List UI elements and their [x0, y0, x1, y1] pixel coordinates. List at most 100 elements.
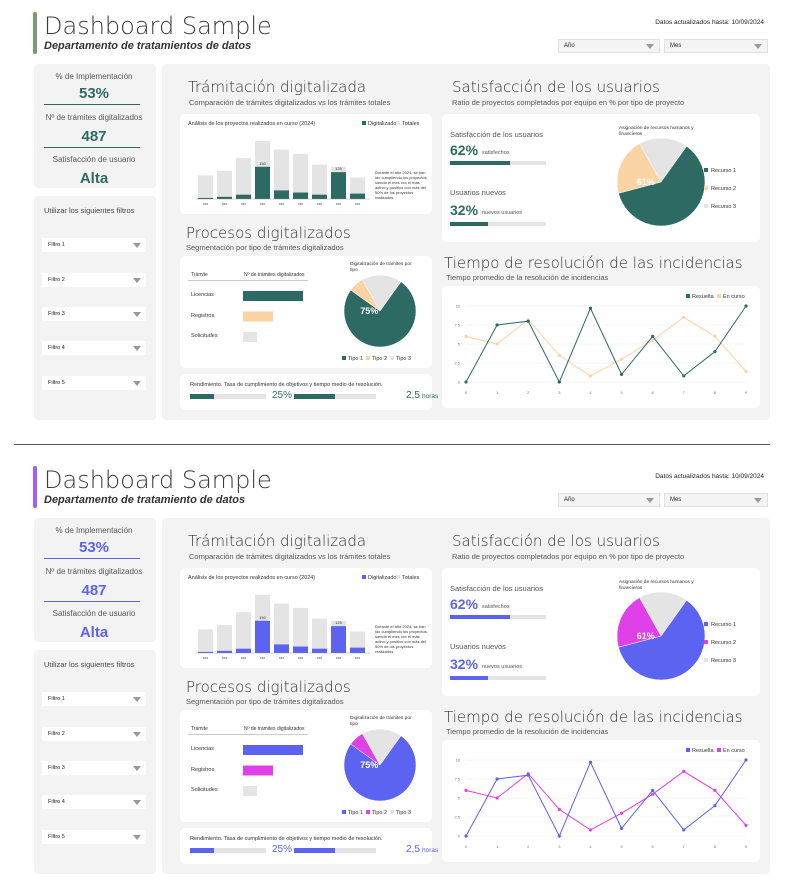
hbar-licencias	[243, 745, 303, 755]
bar-total	[217, 171, 232, 199]
x-tick-label: 9	[745, 390, 748, 395]
y-tick-label: 7.5	[454, 323, 460, 328]
legend-recurso-2: Recurso 2	[704, 640, 736, 646]
y-tick-label: 2.5	[454, 361, 460, 366]
rendimiento-bar-1-fill	[190, 848, 215, 853]
filter-5-select[interactable]: Filtro 5	[42, 376, 146, 390]
satisfaccion-title: Satisfacción de los usuarios	[452, 532, 660, 550]
filter-1-select[interactable]: Filtro 1	[42, 238, 146, 252]
bar-digitalizados	[236, 194, 251, 199]
year-select[interactable]: Año	[558, 39, 660, 53]
pie-slice-recurso-3	[639, 137, 687, 183]
rendimiento-bar-1-track	[190, 848, 266, 853]
section-divider	[14, 444, 770, 445]
month-select[interactable]: Mes	[664, 493, 768, 507]
satisfaccion-subtitle: Ratio de proyectos completados por equip…	[452, 552, 685, 561]
data-point	[651, 338, 655, 342]
data-label: 150	[259, 615, 266, 620]
legend-label: En curso	[723, 748, 745, 754]
bar-total	[274, 149, 289, 199]
bar-digitalizados	[198, 197, 213, 199]
filter-2-select[interactable]: Filtro 2	[42, 273, 146, 287]
row-label-licencias: Licencias	[191, 292, 214, 298]
pie-slice-tipo-1	[343, 735, 417, 802]
legend-digitalizados: Digitalizados	[362, 575, 399, 581]
x-tick-label: xxx	[222, 656, 228, 660]
data-point	[713, 788, 717, 792]
x-tick-label: xxx	[203, 202, 209, 206]
rendimiento-card: Rendimiento. Tasa de cumplimiento de obj…	[180, 374, 438, 410]
x-tick-label: 4	[589, 390, 592, 395]
x-tick-label: 8	[714, 844, 717, 849]
filter-1-select[interactable]: Filtro 1	[42, 692, 146, 706]
kpi-value: Alta	[79, 170, 109, 187]
legend-label: Totales	[402, 575, 420, 581]
series-line-resuelta	[465, 305, 747, 384]
x-tick-label: xxx	[203, 656, 209, 660]
x-tick-label: 7	[683, 390, 686, 395]
chevron-down-icon	[133, 278, 141, 283]
legend-label: Totales	[402, 121, 420, 127]
legend-digitalizados: Digitalizados	[362, 121, 399, 127]
chevron-down-icon	[133, 766, 141, 771]
kpi-value: 487	[81, 128, 107, 145]
data-point	[495, 796, 499, 800]
legend-label: Digitalizados	[368, 121, 400, 127]
bar-digitalizados	[350, 193, 365, 199]
data-point	[651, 788, 655, 792]
data-point	[464, 834, 468, 838]
rendimiento-pct: 25%	[272, 844, 293, 855]
filter-3-select[interactable]: Filtro 3	[42, 307, 146, 321]
data-updated-label: Datos actualizados hasta: 10/09/2024	[655, 19, 764, 26]
chevron-down-icon	[754, 44, 762, 49]
kpi-divider	[44, 601, 140, 602]
title-accent-bar	[33, 12, 37, 54]
data-point	[557, 834, 561, 838]
data-point	[651, 334, 655, 338]
data-point	[588, 828, 593, 832]
x-tick-label: 0	[465, 390, 468, 395]
tiempo-line-chart: 0 2.5 5 7.5 10 0 1 2 3 4 5 6 7 8 9	[454, 304, 748, 396]
usuarios-nuevos-fill	[450, 222, 489, 226]
rendimiento-bar-1-track	[190, 394, 266, 399]
main-panel: Trámitación digitalizada Comparación de …	[162, 518, 770, 874]
filter-5-select[interactable]: Filtro 5	[42, 830, 146, 844]
main-panel: Trámitación digitalizada Comparación de …	[162, 64, 770, 420]
pie-slice-recurso-3	[639, 591, 687, 637]
legend-label: Digitalizados	[368, 575, 400, 581]
bar-total	[312, 618, 327, 653]
data-point	[682, 315, 686, 319]
bar-total	[293, 153, 308, 199]
filter-label: Filtro 3	[48, 765, 65, 771]
chevron-down-icon	[646, 498, 654, 503]
x-tick-label: 5	[620, 390, 623, 395]
rendimiento-hours: 2,5	[406, 390, 420, 401]
month-select[interactable]: Mes	[664, 39, 768, 53]
tiempo-title: Tiempo de resolución de las incidencias	[444, 708, 743, 726]
x-tick-label: xxx	[260, 656, 266, 660]
year-select[interactable]: Año	[558, 493, 660, 507]
chevron-down-icon	[133, 732, 141, 737]
data-point	[495, 342, 499, 346]
filter-4-select[interactable]: Filtro 4	[42, 795, 146, 809]
filter-4-select[interactable]: Filtro 4	[42, 341, 146, 355]
y-tick-label: 7.5	[454, 777, 460, 782]
x-tick-label: 2	[527, 844, 530, 849]
bar-digitalizados	[255, 620, 270, 653]
legend-tipo-2: Tipo 2	[366, 810, 387, 816]
dashboard-variant-1: Dashboard Sample Departamento de tratami…	[0, 0, 800, 440]
data-point	[682, 374, 686, 378]
kpi-panel: % de Implementación 53% Nº de trámites d…	[34, 64, 156, 188]
legend-en-curso: En curso	[717, 294, 745, 300]
x-tick-label: 8	[714, 390, 717, 395]
legend-label: Tipo 2	[372, 810, 388, 816]
filter-label: Filtro 5	[48, 380, 65, 386]
procesos-pie-title: Digitalización de trámites por tipo	[350, 716, 412, 727]
x-tick-label: xxx	[279, 656, 285, 660]
filter-2-select[interactable]: Filtro 2	[42, 727, 146, 741]
filter-3-select[interactable]: Filtro 3	[42, 761, 146, 775]
legend-recurso-2: Recurso 2	[704, 186, 736, 192]
x-tick-label: 7	[683, 844, 686, 849]
filter-label: Filtro 4	[48, 799, 65, 805]
procesos-pie-title: Digitalización de trámites por tipo	[350, 262, 412, 273]
